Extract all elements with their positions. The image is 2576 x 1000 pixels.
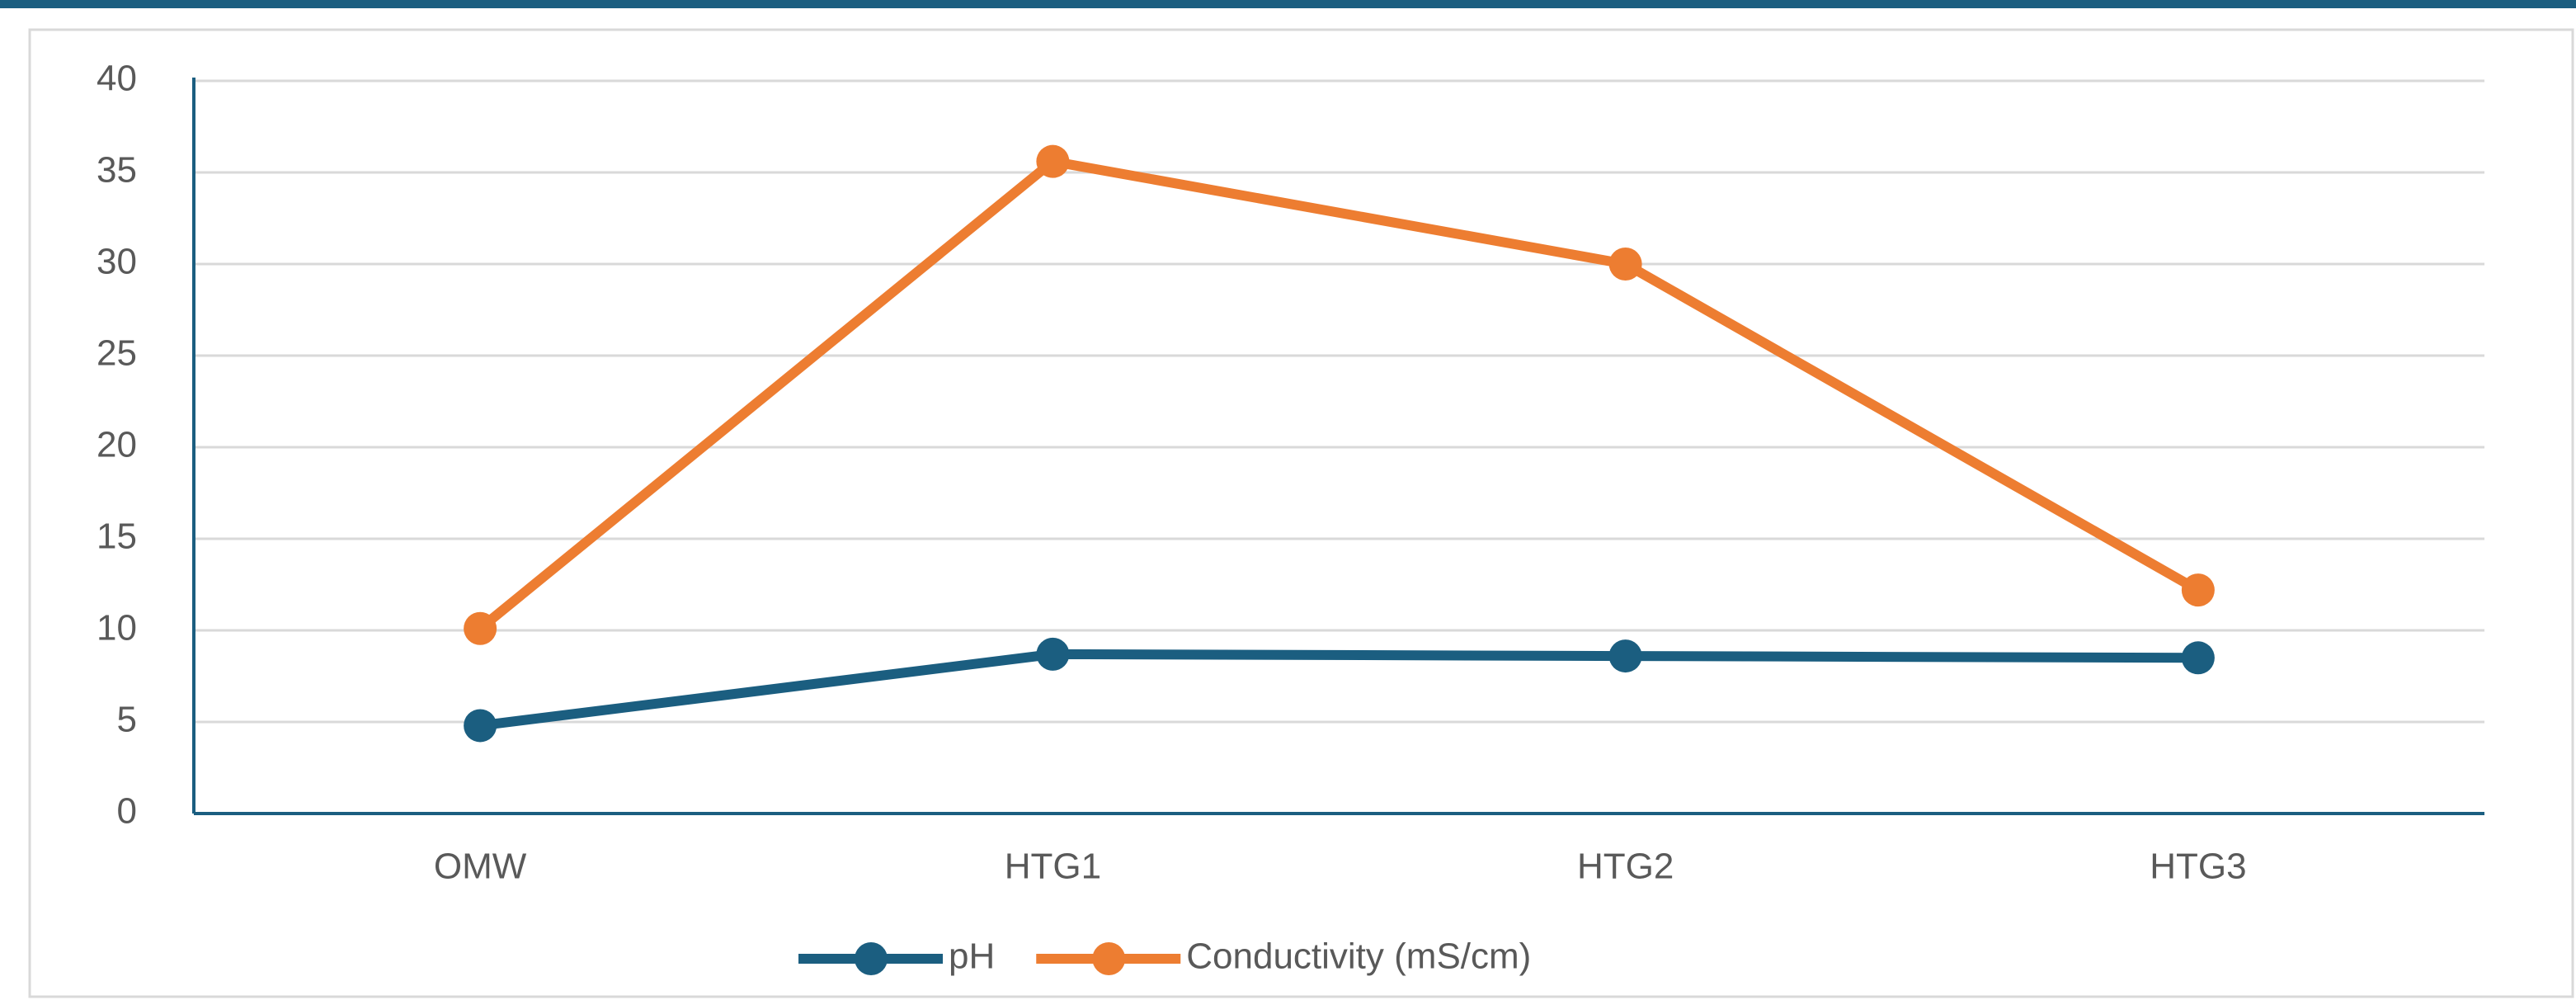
data-point: [1036, 144, 1070, 178]
chart-frame: [28, 28, 2574, 998]
y-tick-label: 25: [97, 333, 137, 374]
data-point: [464, 611, 497, 645]
y-tick-label: 0: [117, 791, 137, 832]
data-point: [1608, 639, 1642, 673]
y-tick-label: 10: [97, 608, 137, 649]
x-tick-label: HTG2: [1577, 847, 1674, 887]
data-point: [1608, 248, 1642, 281]
top-bar: [0, 0, 2576, 8]
series-line: [477, 156, 2201, 633]
plot: [464, 144, 2215, 743]
series-line: [479, 649, 2198, 731]
axes: 0 5 10 15 20 25 30 35 40 OMW HTG1 HTG2 HTG3: [97, 59, 2484, 887]
y-tick-label: 15: [97, 517, 137, 557]
legend-label: Conductivity (mS/cm): [1186, 936, 1531, 977]
data-point: [464, 709, 497, 743]
y-tick-label: 35: [97, 150, 137, 191]
data-point: [2181, 641, 2215, 675]
y-tick-label: 40: [97, 59, 137, 99]
legend-marker: [855, 942, 888, 975]
y-tick-label: 20: [97, 425, 137, 465]
x-tick-label: HTG3: [2150, 847, 2246, 887]
grid: [194, 79, 2484, 815]
legend: pH Conductivity (mS/cm): [798, 936, 1531, 977]
y-tick-label: 5: [117, 700, 137, 740]
y-tick-label: 30: [97, 242, 137, 282]
data-point: [1036, 637, 1070, 671]
legend-label: pH: [949, 936, 995, 977]
x-tick-label: HTG1: [1005, 847, 1101, 887]
legend-marker: [1092, 942, 1126, 975]
data-point: [2181, 573, 2215, 607]
x-tick-label: OMW: [434, 847, 527, 887]
